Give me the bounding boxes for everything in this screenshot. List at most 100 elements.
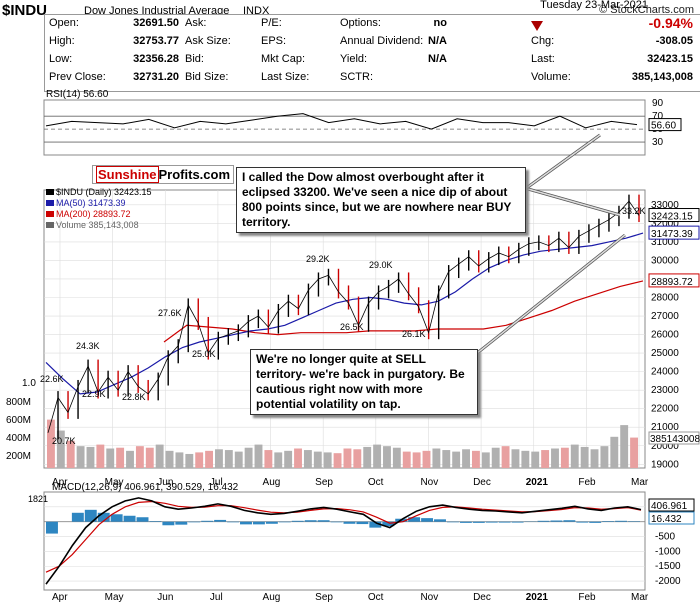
volume-bar — [412, 452, 421, 468]
volume-bar — [383, 446, 391, 468]
volume-bar — [580, 446, 589, 468]
volume-bar — [511, 449, 520, 468]
logo-sunshine: Sunshine — [96, 166, 159, 183]
low-value: 32356.28 — [133, 53, 179, 65]
macd-tag — [648, 498, 695, 512]
macd-tick-label: -500 — [655, 532, 675, 543]
yield-label: Yield: — [340, 53, 368, 65]
macd-hist-bar — [188, 521, 201, 523]
open-label: Open: — [49, 17, 79, 29]
price-tick-label: 22000 — [651, 404, 679, 415]
macd-hist-bar — [84, 509, 97, 522]
copyright-link[interactable]: © StockCharts.com — [599, 4, 694, 16]
copyright-text: © StockCharts.com — [599, 4, 694, 16]
volume-bar — [462, 449, 470, 468]
chg-value: -308.05 — [655, 35, 693, 47]
peak-annotation: 29.0K — [369, 260, 393, 270]
macd-hist-bar — [149, 521, 162, 522]
volume-bar — [363, 446, 372, 468]
price-month-label: May — [105, 477, 124, 488]
volume-bar — [521, 450, 530, 468]
volume-bar — [432, 448, 441, 468]
macd-hist-bar — [537, 520, 550, 522]
peak-annotation: 26.5K — [340, 322, 364, 332]
macd-hist-bar — [71, 512, 84, 522]
volume-bar — [491, 447, 500, 468]
volume-bar — [47, 419, 55, 468]
volume-bar — [481, 452, 490, 468]
price-month-label: Mar — [631, 477, 649, 488]
last-label: Last: — [531, 53, 555, 65]
macd-hist-bar — [240, 521, 252, 525]
ma200-tag — [648, 273, 700, 288]
price-month-label: Apr — [52, 477, 68, 488]
last-price-tag — [648, 208, 700, 223]
macd-hist-bar — [304, 520, 317, 522]
volume-axis-label: 800M — [6, 397, 31, 408]
price-month-label: 2021 — [526, 477, 549, 488]
ask-size-label: Ask Size: — [185, 35, 231, 47]
rsi-axis-label: 30 — [652, 137, 664, 148]
volume-bar — [353, 449, 362, 468]
volume-axis-label: 200M — [6, 451, 31, 462]
pe-label: P/E: — [261, 17, 282, 29]
macd-hist-bar — [550, 520, 563, 522]
volume-bar — [185, 453, 194, 468]
price-tick-label: 32000 — [651, 218, 679, 229]
macd-hist-bar — [459, 521, 472, 523]
macd-hist-bar — [278, 521, 291, 523]
volume-bar — [215, 449, 223, 468]
rsi-axis-label: 70 — [652, 111, 664, 122]
macd-month-label: May — [105, 592, 124, 603]
volume-bar — [106, 448, 115, 468]
macd-hist-bar — [214, 519, 227, 522]
macd-hist-bar — [356, 521, 369, 525]
volume-bar — [165, 450, 174, 468]
macd-panel-frame — [43, 491, 646, 591]
volume-axis-label: 400M — [6, 433, 31, 444]
price-tick-label: 27000 — [651, 311, 679, 322]
peak-annotation: 27.6K — [158, 308, 182, 318]
volume-bar — [610, 436, 619, 468]
macd-hist-bar — [136, 517, 149, 522]
bid-size-label: Bid Size: — [185, 71, 229, 83]
peak-annotation: 33.2K — [622, 206, 646, 216]
volume-bar — [205, 450, 214, 468]
volume-tag-text: 385143008 — [650, 434, 700, 445]
peak-annotation: 26.1K — [402, 329, 426, 339]
volume-bar — [551, 448, 559, 468]
rsi-panel-frame — [43, 99, 646, 156]
high-label: High: — [49, 35, 75, 47]
last-size-label: Last Size: — [261, 71, 310, 83]
macd-tick-label: -1500 — [655, 561, 681, 572]
volume-axis-label: 600M — [6, 415, 31, 426]
rsi-last-tag — [648, 118, 682, 132]
options-label: Options: — [340, 17, 381, 29]
ma50-tag — [648, 225, 700, 240]
price-month-label: Feb — [578, 477, 596, 488]
volume-bar — [195, 452, 204, 468]
macd-hist-bar — [291, 520, 304, 522]
volume-bar — [126, 450, 134, 468]
macd-month-label: Oct — [368, 592, 384, 603]
volume-tag — [648, 431, 700, 445]
macd-hist-bar — [382, 521, 395, 527]
volume-bar — [501, 446, 510, 468]
legend-swatch — [46, 222, 54, 228]
low-label: Low: — [49, 53, 73, 65]
last-price-tag-text: 32423.15 — [651, 212, 693, 223]
price-tick-label: 26000 — [651, 330, 679, 341]
rsi-line — [45, 113, 638, 130]
volume-value: 385,143,008 — [631, 71, 693, 83]
macd-month-label: Mar — [631, 592, 649, 603]
yield-value: N/A — [428, 53, 447, 65]
legend-swatch — [46, 200, 54, 206]
price-month-label: Nov — [420, 477, 438, 488]
macd-hist-bar — [369, 521, 382, 528]
pct-change: -0.94% — [648, 15, 693, 31]
callout-top: I called the Dow almost overbought after… — [236, 167, 526, 233]
legend-swatch — [46, 189, 54, 195]
dividend-value: N/A — [428, 35, 447, 47]
macd-month-label: Sep — [315, 592, 333, 603]
